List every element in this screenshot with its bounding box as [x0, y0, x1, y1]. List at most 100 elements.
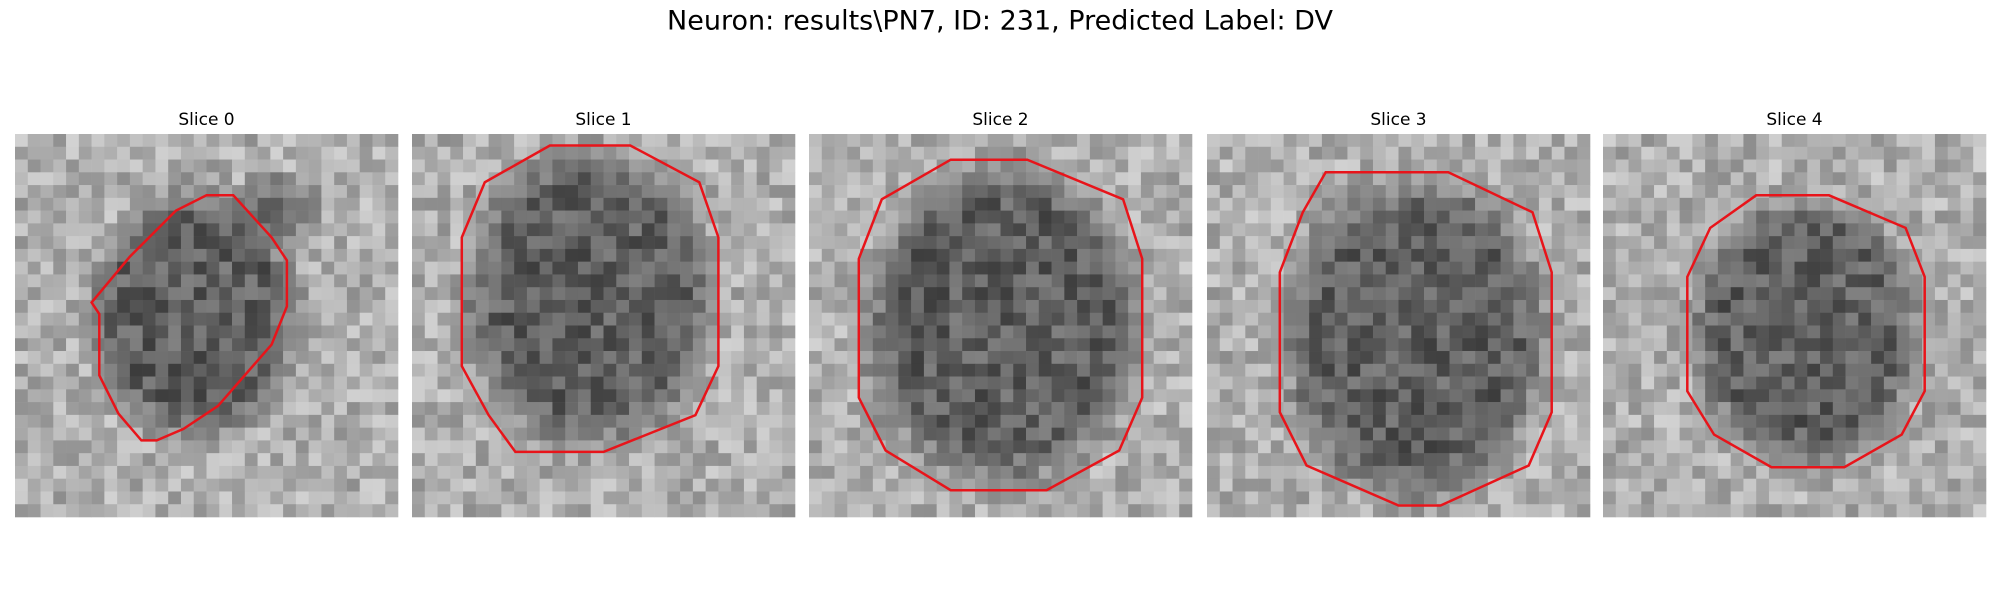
- pixel: [936, 453, 950, 467]
- pixel: [1641, 389, 1655, 403]
- pixel: [629, 159, 643, 173]
- pixel: [936, 389, 950, 403]
- pixel: [1500, 427, 1514, 441]
- pixel: [936, 338, 950, 352]
- pixel: [603, 414, 617, 428]
- pixel: [692, 197, 706, 211]
- pixel: [15, 491, 29, 505]
- pixel: [872, 504, 886, 518]
- pixel: [949, 312, 963, 326]
- pixel: [1973, 236, 1987, 250]
- pixel: [885, 210, 899, 224]
- pixel: [1140, 363, 1154, 377]
- pixel: [769, 325, 783, 339]
- pixel: [155, 440, 169, 454]
- pixel: [1973, 274, 1987, 288]
- pixel: [1115, 351, 1129, 365]
- pixel: [1347, 223, 1361, 237]
- pixel: [1077, 478, 1091, 492]
- pixel: [1666, 389, 1680, 403]
- pixel: [1564, 210, 1578, 224]
- pixel: [526, 363, 540, 377]
- pixel: [1730, 172, 1744, 186]
- pixel: [1424, 274, 1438, 288]
- pixel: [1871, 299, 1885, 314]
- pixel: [193, 274, 207, 288]
- pixel: [526, 197, 540, 211]
- pixel: [692, 376, 706, 390]
- pixel: [949, 287, 963, 301]
- pixel: [1922, 248, 1936, 262]
- pixel: [91, 299, 105, 314]
- pixel: [1871, 338, 1885, 352]
- pixel: [616, 236, 630, 250]
- pixel: [743, 478, 757, 492]
- pixel: [539, 299, 553, 314]
- pixel: [1947, 197, 1961, 211]
- pixel: [424, 172, 438, 186]
- pixel: [1654, 210, 1668, 224]
- pixel: [654, 210, 668, 224]
- pixel: [1309, 299, 1323, 314]
- pixel: [1077, 440, 1091, 454]
- pixel: [1883, 261, 1897, 275]
- pixel: [1283, 491, 1297, 505]
- pixel: [232, 427, 246, 441]
- pixel: [1781, 299, 1795, 314]
- pixel: [1475, 261, 1489, 275]
- pixel: [577, 159, 592, 173]
- pixel: [206, 414, 220, 428]
- pixel: [424, 159, 438, 173]
- pixel: [1973, 478, 1987, 492]
- pixel: [1692, 172, 1706, 186]
- pixel: [359, 376, 373, 390]
- pixel: [629, 197, 643, 211]
- pixel: [1179, 363, 1193, 377]
- pixel: [412, 504, 426, 518]
- pixel: [1909, 210, 1923, 224]
- pixel: [1153, 351, 1167, 365]
- pixel: [66, 236, 80, 250]
- pixel: [180, 440, 195, 454]
- pixel: [667, 248, 681, 262]
- pixel: [1179, 146, 1193, 160]
- pixel: [1666, 427, 1680, 441]
- pixel: [692, 465, 706, 479]
- pixel: [1858, 440, 1872, 454]
- pixel: [1424, 453, 1438, 467]
- pixel: [232, 274, 246, 288]
- pixel: [1411, 440, 1425, 454]
- pixel: [1551, 491, 1565, 505]
- pixel: [104, 504, 118, 518]
- pixel: [885, 325, 899, 339]
- pixel: [616, 172, 630, 186]
- pixel: [1692, 146, 1706, 160]
- pixel: [1603, 172, 1617, 186]
- pixel: [244, 478, 258, 492]
- pixel: [1334, 389, 1348, 403]
- pixel: [346, 440, 360, 454]
- pixel: [821, 223, 835, 237]
- pixel: [450, 389, 464, 403]
- pixel: [974, 338, 989, 352]
- pixel: [1360, 402, 1374, 416]
- pixel: [1270, 376, 1284, 390]
- pixel: [475, 376, 489, 390]
- pixel: [1513, 338, 1527, 352]
- pixel: [1794, 389, 1808, 403]
- pixel: [168, 491, 182, 505]
- pixel: [1219, 338, 1233, 352]
- pixel: [1372, 338, 1387, 352]
- pixel: [501, 402, 515, 416]
- pixel: [385, 172, 399, 186]
- pixel: [923, 261, 937, 275]
- pixel: [641, 223, 655, 237]
- contour: [857, 158, 1144, 492]
- pixel: [1845, 351, 1859, 365]
- pixel: [1679, 440, 1693, 454]
- pixel: [590, 504, 604, 518]
- pixel: [1500, 414, 1514, 428]
- pixel: [1615, 427, 1629, 441]
- pixel: [1832, 491, 1846, 505]
- pixel: [641, 338, 655, 352]
